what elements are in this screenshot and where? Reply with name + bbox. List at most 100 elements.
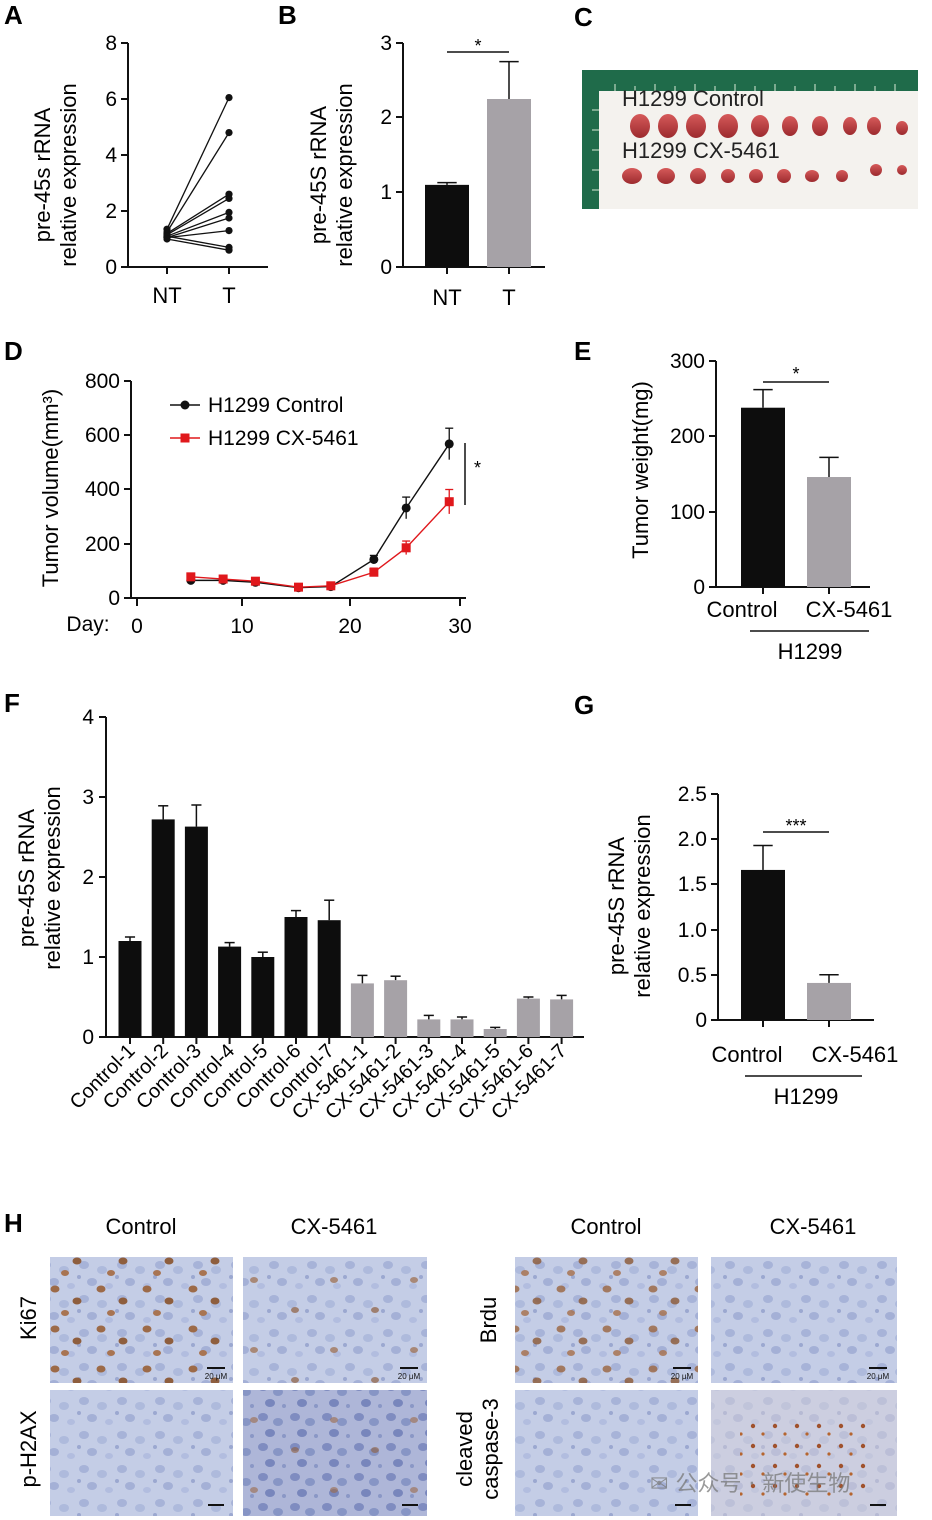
pair-line <box>166 238 230 251</box>
panel-e-sig-star: * <box>792 364 799 384</box>
panel-a-pairs <box>163 94 233 254</box>
panel-g-letter: G <box>574 690 594 720</box>
panel-c: C H1299 Control H1299 CX-5461 <box>574 2 918 209</box>
panel-d-xtick: 0 <box>131 615 143 638</box>
panel-e-bar <box>741 407 785 587</box>
pair-line <box>166 97 230 230</box>
series-line-0 <box>190 443 450 589</box>
panel-f-bar <box>350 983 374 1037</box>
series-point-control <box>401 503 411 513</box>
panel-g-ytick: 1.5 <box>678 873 707 896</box>
panel-b-bars <box>425 60 531 267</box>
panel-b-xtick-nt: NT <box>432 285 461 310</box>
panel-g-ytick: 1.0 <box>678 919 707 942</box>
panel-b-ytick: 1 <box>380 181 392 204</box>
panel-f-ytick: 3 <box>82 786 94 809</box>
pair-line <box>166 132 230 233</box>
photo-label-control: H1299 Control <box>622 86 764 111</box>
panel-b: B pre-45S rRNA relative expression 3 2 1… <box>278 0 545 310</box>
panel-g-ylabel-1: pre-45S rRNA <box>604 837 629 975</box>
panel-d-ytick: 600 <box>85 424 120 447</box>
panel-b-sig-star: * <box>474 36 481 56</box>
scale-label: 20 μM <box>867 1372 890 1381</box>
panel-a-ytick: 0 <box>105 256 117 279</box>
ihc-col-header: Control <box>571 1214 642 1239</box>
pair-point-nt <box>163 235 171 243</box>
panel-b-ytick: 2 <box>380 106 392 129</box>
panel-f-bar <box>218 946 242 1037</box>
series-point-cx <box>186 572 196 582</box>
pair-line <box>166 235 230 249</box>
panel-f-bar <box>417 1019 441 1037</box>
ihc-row-cleaved-2: caspase-3 <box>478 1398 503 1500</box>
panel-b-bar <box>425 184 469 267</box>
pair-line <box>166 193 230 234</box>
series-point-cx <box>250 576 260 586</box>
panel-f-letter: F <box>4 688 20 718</box>
panel-g-bar <box>807 982 851 1020</box>
panel-f-bar <box>251 957 275 1037</box>
panel-g-significance: *** <box>763 816 829 836</box>
ihc-caspase-cx <box>711 1390 897 1516</box>
panel-e: E Tumor weight(mg) 300 200 100 0 Control… <box>574 336 892 664</box>
ihc-caspase-control <box>515 1390 698 1516</box>
pair-point-t <box>225 246 233 254</box>
panel-d-legend: H1299 Control H1299 CX-5461 <box>170 394 359 450</box>
panel-e-letter: E <box>574 336 591 366</box>
panel-f-bars: Control-1Control-2Control-3Control-4Cont… <box>66 804 574 1124</box>
scale-label: 20 μM <box>398 1372 421 1381</box>
panel-f-ytick: 1 <box>82 946 94 969</box>
panel-d-ytick: 200 <box>85 533 120 556</box>
panel-b-ytick: 0 <box>380 256 392 279</box>
panel-a-ylabel-1: pre-45s rRNA <box>30 107 55 242</box>
panel-g-xtick-control: Control <box>712 1042 783 1067</box>
ihc-brdu-control <box>515 1257 698 1383</box>
series-point-cx <box>294 582 303 592</box>
panel-d-axes <box>124 380 466 606</box>
series-point-cx <box>369 567 379 577</box>
pair-point-t <box>225 227 233 235</box>
panel-f-bar <box>550 999 574 1037</box>
panel-b-letter: B <box>278 0 297 30</box>
panel-g-xtick-cx: CX-5461 <box>812 1042 899 1067</box>
panel-e-ylabel: Tumor weight(mg) <box>628 381 653 559</box>
panel-e-ytick: 100 <box>670 501 705 524</box>
panel-f-ylabel-2: relative expression <box>40 786 65 969</box>
panel-f-ytick: 0 <box>82 1026 94 1049</box>
panel-g-ytick: 2.0 <box>678 828 707 851</box>
legend-marker-cx <box>180 433 190 443</box>
panel-f-bar <box>384 980 408 1037</box>
ihc-ph2ax-cx <box>243 1390 427 1516</box>
ihc-row-brdu: Brdu <box>476 1297 501 1343</box>
panel-b-ytick: 3 <box>380 32 392 55</box>
watermark-text: 公众号 · 新使生物 <box>675 1472 851 1497</box>
panel-f: F pre-45S rRNA relative expression 4 3 2… <box>4 688 584 1124</box>
series-line-1 <box>190 501 450 588</box>
panel-g-ytick: 2.5 <box>678 783 707 806</box>
panel-g-group-label: H1299 <box>774 1084 839 1109</box>
panel-a-letter: A <box>4 0 23 30</box>
panel-g-bars <box>741 844 851 1020</box>
panel-e-ytick: 300 <box>670 350 705 373</box>
panel-d-letter: D <box>4 336 23 366</box>
pair-point-t <box>225 214 233 222</box>
pair-point-t <box>225 94 233 102</box>
series-point-control <box>444 439 454 449</box>
pair-line <box>166 229 230 239</box>
scale-label: 20 μM <box>205 1372 228 1381</box>
series-point-cx <box>401 543 411 553</box>
panel-a-ytick: 4 <box>105 144 117 167</box>
legend-marker-control <box>180 400 190 410</box>
panel-d: D Tumor volume(mm³) 800 600 400 200 0 Da… <box>4 336 481 638</box>
panel-e-ytick: 200 <box>670 425 705 448</box>
panel-b-ylabel-1: pre-45S rRNA <box>306 106 331 244</box>
panel-h-letter: H <box>4 1208 23 1238</box>
pair-line <box>166 211 230 237</box>
panel-g-bar <box>741 869 785 1020</box>
ihc-col-header: CX-5461 <box>770 1214 857 1239</box>
panel-f-bar <box>151 819 175 1037</box>
pair-line <box>166 197 230 236</box>
panel-d-xtick: 30 <box>448 615 471 638</box>
panel-a-axes <box>121 42 268 274</box>
panel-e-significance: * <box>763 364 829 384</box>
